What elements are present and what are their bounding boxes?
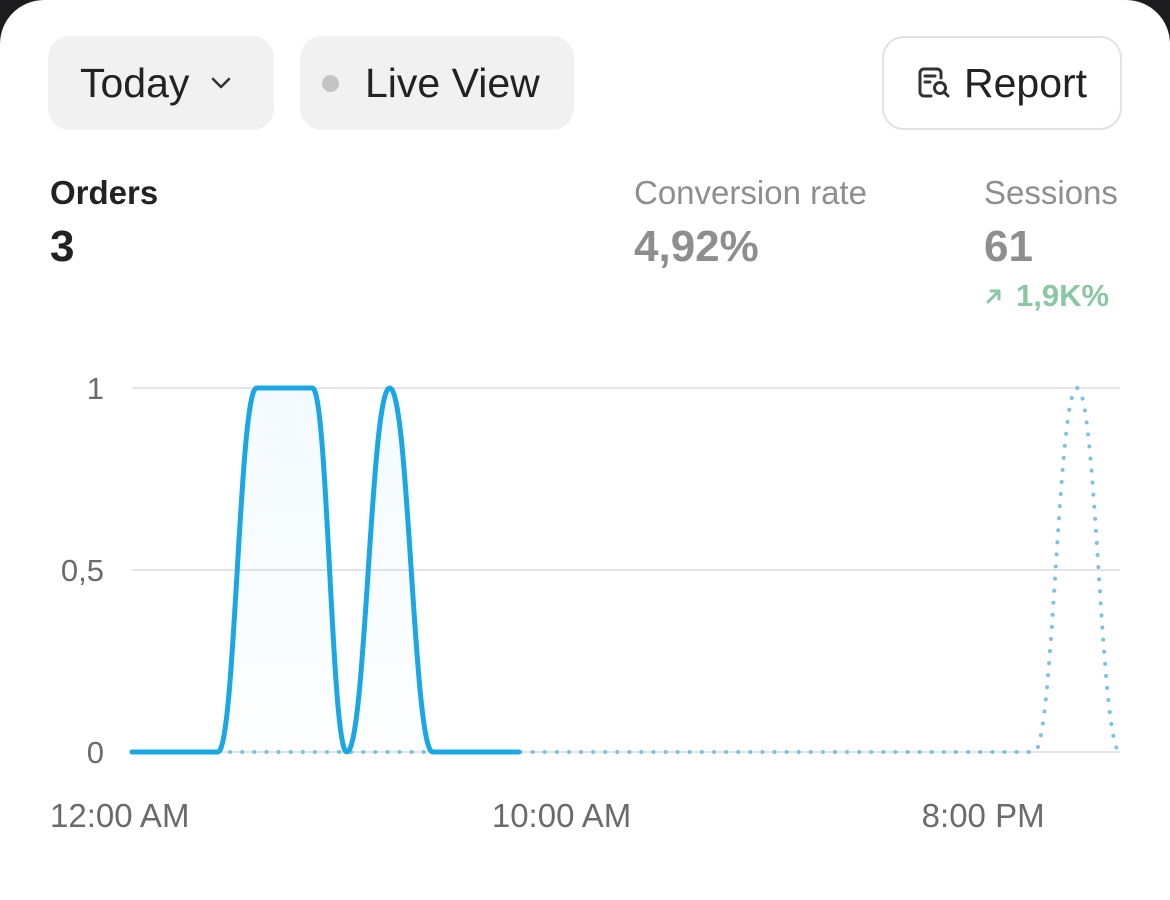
live-status-dot-icon — [322, 74, 339, 92]
live-view-button[interactable]: Live View — [300, 36, 574, 130]
report-search-icon — [918, 67, 950, 98]
series-area-current — [132, 388, 519, 752]
arrow-up-right-icon — [986, 289, 1001, 304]
x-tick-label: 12:00 AM — [50, 797, 189, 834]
chevron-down-icon — [212, 77, 231, 89]
metric-orders-value: 3 — [50, 222, 75, 271]
x-tick-label: 10:00 AM — [492, 797, 631, 834]
live-view-label: Live View — [365, 59, 540, 106]
date-range-dropdown[interactable]: Today — [48, 36, 274, 130]
metric-sessions-change: 1,9K% — [984, 278, 1109, 314]
metric-sessions-change-value: 1,9K% — [1016, 278, 1110, 313]
metric-conversion-rate-value: 4,92% — [634, 222, 759, 271]
x-tick-label: 8:00 PM — [922, 797, 1045, 834]
date-range-label: Today — [80, 59, 190, 106]
metric-sessions-label: Sessions — [984, 174, 1118, 211]
report-button[interactable]: Report — [882, 36, 1122, 130]
series-line-current — [129, 385, 522, 755]
y-tick-label: 0 — [87, 735, 104, 770]
report-label: Report — [964, 59, 1088, 106]
orders-line-chart: 1 0,5 0 12:00 AM 10:00 AM 8:00 PM — [50, 371, 1122, 834]
y-tick-label: 1 — [87, 371, 104, 406]
metric-sessions-value: 61 — [984, 222, 1033, 271]
metric-orders-label: Orders — [50, 174, 159, 211]
metric-conversion-rate-label: Conversion rate — [634, 174, 867, 211]
y-tick-label: 0,5 — [61, 553, 104, 588]
